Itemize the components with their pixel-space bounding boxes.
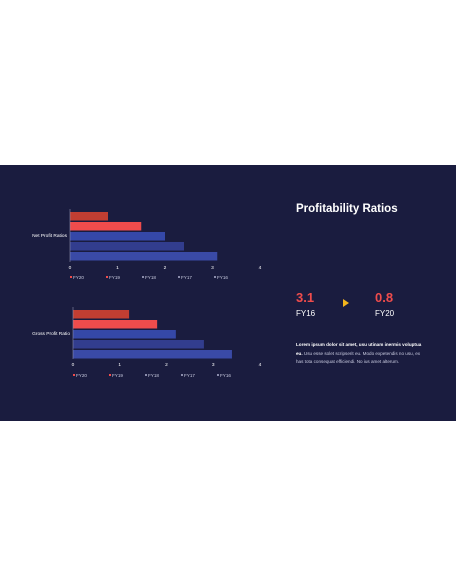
legend-label: FY16 [220, 373, 231, 378]
kpi-from-value: 3.1 [296, 290, 315, 305]
legend-marker [73, 374, 75, 376]
bar-fy18 [70, 232, 165, 241]
legend-marker [217, 374, 219, 376]
x-tick-label: 1 [118, 362, 121, 368]
legend-label: FY17 [184, 373, 195, 378]
x-tick-label: 1 [116, 265, 119, 271]
bar-fy16 [73, 350, 232, 359]
legend-marker [214, 276, 216, 278]
bar-fy19 [70, 222, 142, 231]
bar-fy20 [70, 212, 108, 221]
legend-label: FY18 [145, 275, 156, 280]
legend-label: FY17 [181, 275, 192, 280]
kpi-from-label: FY16 [296, 309, 316, 318]
kpi-to-label: FY20 [375, 309, 395, 318]
x-tick-label: 4 [259, 362, 262, 368]
slide-title: Profitability Ratios [296, 203, 398, 215]
legend-marker [181, 374, 183, 376]
legend-marker [145, 374, 147, 376]
x-tick-label: 4 [259, 265, 262, 271]
bar-fy16 [70, 252, 218, 261]
x-tick-label: 0 [69, 265, 72, 271]
legend-label: FY16 [217, 275, 228, 280]
legend-marker [142, 276, 144, 278]
slide-background [0, 165, 456, 421]
category-label: Gross Profit Ratio [32, 331, 70, 337]
arrow-right-icon [343, 299, 349, 307]
bar-fy17 [73, 340, 204, 349]
x-tick-label: 3 [212, 362, 215, 368]
x-tick-label: 2 [165, 362, 168, 368]
legend-marker [109, 374, 111, 376]
legend-label: FY19 [112, 373, 123, 378]
x-tick-label: 2 [164, 265, 167, 271]
bar-fy17 [70, 242, 184, 251]
legend-label: FY20 [73, 275, 84, 280]
legend-marker [178, 276, 180, 278]
x-tick-label: 0 [72, 362, 75, 368]
x-tick-label: 3 [211, 265, 214, 271]
bar-fy19 [73, 320, 158, 329]
body-text-rest: Usu esse solet scripserit eu. Modo expet… [296, 350, 421, 365]
legend-label: FY20 [76, 373, 87, 378]
kpi-to-value: 0.8 [375, 290, 394, 305]
bar-fy20 [73, 310, 130, 319]
legend-marker [70, 276, 72, 278]
body-text: Lorem ipsum dolor sit amet, usu utinam i… [296, 341, 424, 367]
body-text-bold: Lorem ipsum dolor sit amet, usu utinam i… [296, 342, 422, 356]
legend-label: FY18 [148, 373, 159, 378]
legend-marker [106, 276, 108, 278]
bar-fy18 [73, 330, 176, 339]
category-label: Net Profit Ratios [32, 233, 68, 239]
legend-label: FY19 [109, 275, 120, 280]
